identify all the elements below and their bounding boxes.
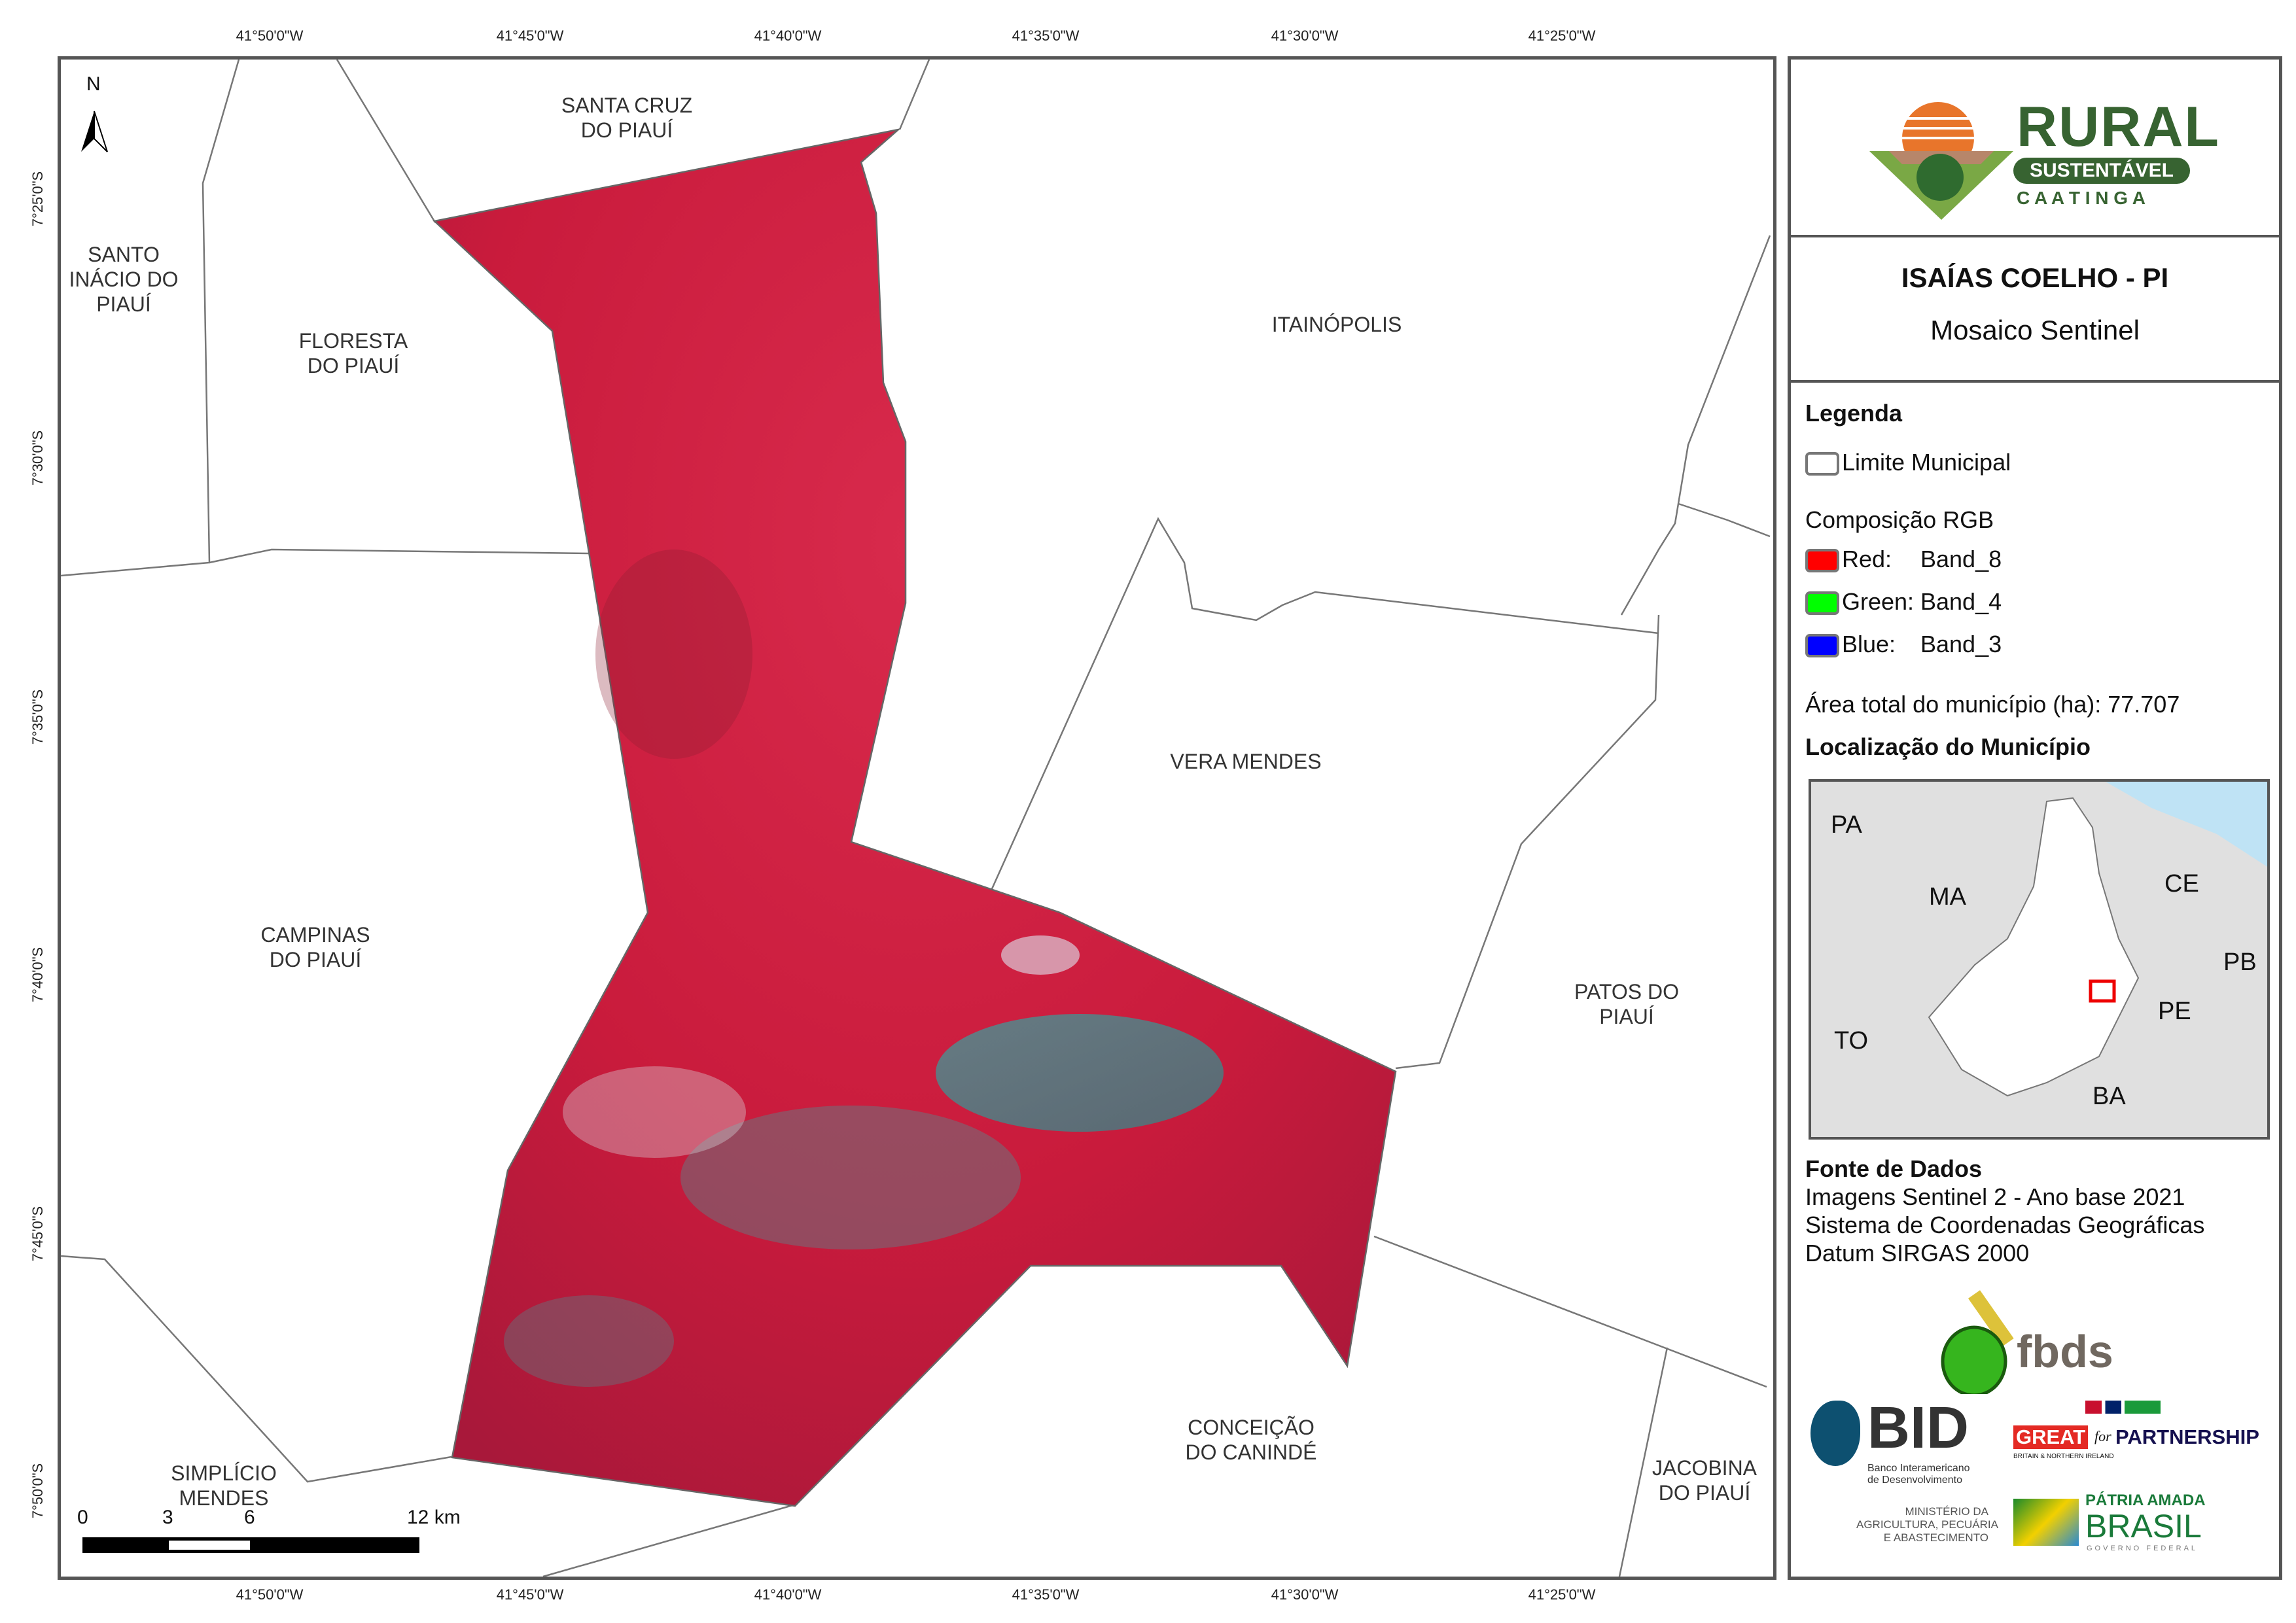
fbds-text: fbds bbox=[2017, 1326, 2113, 1377]
partnership-text: PARTNERSHIP bbox=[2115, 1425, 2259, 1448]
bid-text: BID bbox=[1867, 1395, 1969, 1461]
legend-limite: Limite Municipal bbox=[1805, 449, 2011, 476]
lon-label-bottom: 41°25'0"W bbox=[1528, 1586, 1596, 1603]
state-label: TO bbox=[1834, 1027, 1869, 1055]
great-text: GREAT bbox=[2013, 1425, 2089, 1449]
logo-caatinga: C A A T I N G A bbox=[2017, 188, 2146, 208]
area-total: Área total do município (ha): 77.707 bbox=[1805, 691, 2180, 718]
source-heading: Fonte de Dados bbox=[1805, 1155, 1983, 1182]
for-text: for bbox=[2094, 1428, 2111, 1444]
municipality-label: CONCEIÇÃO DO CANINDÉ bbox=[1185, 1416, 1317, 1464]
state-label: MA bbox=[1929, 883, 1966, 911]
limite-label: Limite Municipal bbox=[1842, 449, 2011, 476]
divider bbox=[1791, 380, 2279, 383]
legend-green: Green: Band_4 bbox=[1805, 588, 2002, 616]
source-line: Sistema de Coordenadas Geográficas bbox=[1805, 1212, 2205, 1238]
band-label: Green: bbox=[1842, 588, 1915, 615]
lat-label: 7°30'0"S bbox=[29, 430, 46, 486]
state-label: CE bbox=[2164, 870, 2199, 898]
location-marker bbox=[2089, 979, 2116, 1003]
lat-label: 7°50'0"S bbox=[29, 1463, 46, 1519]
red-swatch bbox=[1805, 549, 1839, 573]
band-label: Blue: bbox=[1842, 631, 1896, 657]
scale-tick: 12 km bbox=[407, 1507, 461, 1528]
uk-flag-icon bbox=[2085, 1401, 2121, 1414]
lon-label-bottom: 41°30'0"W bbox=[1271, 1586, 1339, 1603]
source-line: Datum SIRGAS 2000 bbox=[1805, 1240, 2030, 1266]
municipality-label: ITAINÓPOLIS bbox=[1271, 313, 1402, 336]
legend-heading: Legenda bbox=[1805, 400, 1903, 427]
divider bbox=[1791, 235, 2279, 237]
limite-swatch bbox=[1805, 452, 1839, 476]
source-line: Imagens Sentinel 2 - Ano base 2021 bbox=[1805, 1183, 2185, 1210]
map-title: ISAÍAS COELHO - PI bbox=[1901, 262, 2169, 293]
north-label: N bbox=[86, 73, 101, 95]
rgb-heading: Composição RGB bbox=[1805, 506, 1994, 533]
location-heading: Localização do Município bbox=[1805, 733, 2091, 760]
satellite-texture bbox=[504, 550, 1224, 1387]
logo-rural: RURAL bbox=[2017, 96, 2220, 158]
map-subtitle: Mosaico Sentinel bbox=[1930, 315, 2140, 345]
municipal-boundaries bbox=[61, 60, 1771, 1577]
rural-sustentavel-logo bbox=[1869, 99, 2013, 226]
legend-panel: RURAL SUSTENTÁVEL C A A T I N G A ISAÍAS… bbox=[1788, 56, 2282, 1580]
blue-swatch bbox=[1805, 634, 1839, 658]
municipality-label: JACOBINA DO PIAUÍ bbox=[1651, 1456, 1757, 1505]
logo-sustentavel: SUSTENTÁVEL bbox=[2013, 158, 2190, 184]
band-value: Band_4 bbox=[1920, 588, 2002, 615]
britain-text: BRITAIN & NORTHERN IRELAND bbox=[2013, 1453, 2114, 1460]
map-frame bbox=[58, 56, 1776, 1580]
lon-label-top: 41°50'0"W bbox=[236, 27, 304, 44]
state-label: PE bbox=[2158, 998, 2191, 1025]
state-label: PA bbox=[1831, 811, 1862, 839]
lon-label-top: 41°30'0"W bbox=[1271, 27, 1339, 44]
scale-bar bbox=[82, 1537, 419, 1553]
scale-tick: 0 bbox=[77, 1507, 88, 1528]
scale-tick: 3 bbox=[162, 1507, 173, 1528]
lon-label-bottom: 41°45'0"W bbox=[496, 1586, 564, 1603]
band-value: Band_3 bbox=[1920, 631, 2002, 657]
fbds-logo bbox=[1938, 1289, 2017, 1397]
band-label: Red: bbox=[1842, 546, 1892, 572]
brasil-flag-logo bbox=[2013, 1499, 2079, 1546]
state-label: PB bbox=[2223, 949, 2257, 976]
municipality-label: SIMPLÍCIO MENDES bbox=[171, 1461, 277, 1510]
lon-label-bottom: 41°35'0"W bbox=[1012, 1586, 1080, 1603]
municipality-label: CAMPINAS DO PIAUÍ bbox=[260, 923, 370, 971]
bid-globe-icon bbox=[1810, 1401, 1860, 1466]
municipality-label: PATOS DO PIAUÍ bbox=[1574, 980, 1680, 1028]
state-label: BA bbox=[2093, 1083, 2126, 1110]
north-arrow-icon bbox=[81, 111, 108, 152]
isaias-coelho-satellite-mosaic bbox=[433, 128, 1397, 1507]
lon-label-bottom: 41°50'0"W bbox=[236, 1586, 304, 1603]
lon-label-bottom: 41°40'0"W bbox=[754, 1586, 822, 1603]
brasil-text: BRASIL bbox=[2085, 1508, 2202, 1544]
municipality-label: SANTO INÁCIO DO PIAUÍ bbox=[69, 243, 179, 316]
municipality-label: SANTA CRUZ DO PIAUÍ bbox=[561, 94, 693, 142]
lon-label-top: 41°35'0"W bbox=[1012, 27, 1080, 44]
lat-label: 7°40'0"S bbox=[29, 947, 46, 1003]
band-value: Band_8 bbox=[1920, 546, 2002, 572]
municipality-label: VERA MENDES bbox=[1170, 750, 1322, 773]
legend-red: Red: Band_8 bbox=[1805, 546, 2002, 573]
lon-label-top: 41°40'0"W bbox=[754, 27, 822, 44]
lat-label: 7°35'0"S bbox=[29, 689, 46, 745]
brazil-flag-icon bbox=[2125, 1401, 2161, 1414]
municipality-label: FLORESTA DO PIAUÍ bbox=[298, 329, 408, 377]
ministerio-text: MINISTÉRIO DA AGRICULTURA, PECUÁRIA E AB… bbox=[1856, 1505, 1998, 1544]
lon-label-top: 41°25'0"W bbox=[1528, 27, 1596, 44]
lon-label-top: 41°45'0"W bbox=[496, 27, 564, 44]
lat-label: 7°25'0"S bbox=[29, 171, 46, 227]
scale-tick: 6 bbox=[244, 1507, 255, 1528]
lat-label: 7°45'0"S bbox=[29, 1206, 46, 1262]
bid-name: Banco Interamericano de Desenvolvimento bbox=[1867, 1463, 1970, 1486]
green-swatch bbox=[1805, 591, 1839, 616]
governo-text: GOVERNO FEDERAL bbox=[2087, 1544, 2199, 1552]
patria-text: PÁTRIA AMADA bbox=[2085, 1492, 2206, 1509]
location-inset-map: PA MA CE PB PE TO BA bbox=[1809, 779, 2270, 1140]
legend-blue: Blue: Band_3 bbox=[1805, 631, 2002, 658]
